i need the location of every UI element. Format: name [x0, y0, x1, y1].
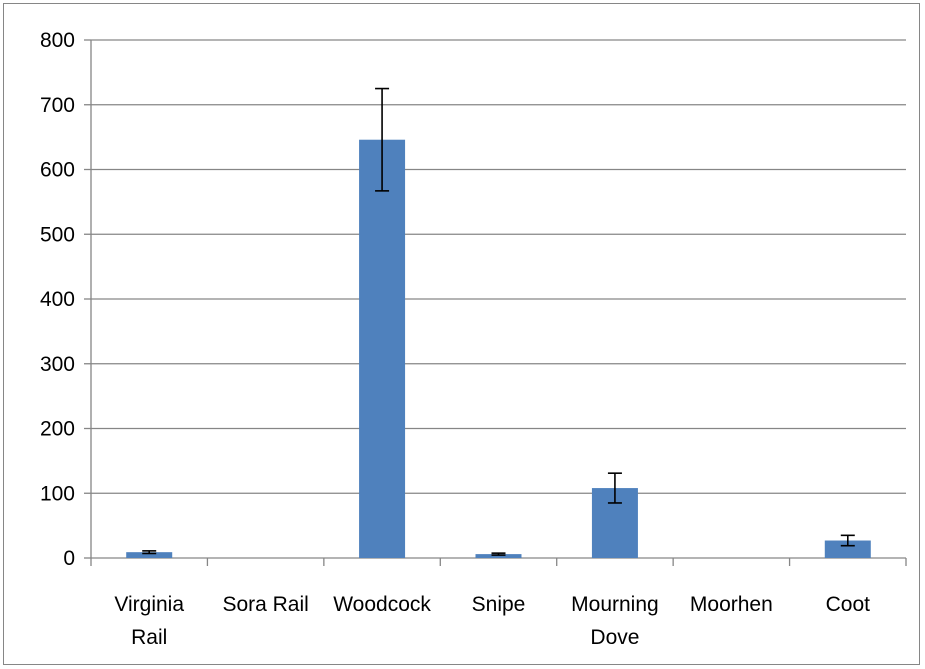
x-tick-labels: Virginia Rail Sora Rail Woodcock Snipe Mourni…: [114, 593, 870, 649]
x-category-label-5: Moorhen: [690, 593, 773, 616]
error-bar-0: [142, 550, 157, 555]
error-bar-2: [375, 87, 390, 192]
y-tick-label: 600: [40, 159, 75, 182]
bar-0: [126, 552, 173, 558]
error-bar-4: [607, 472, 622, 504]
bar-6: [824, 540, 871, 558]
bars: [126, 139, 871, 558]
category-label-line: Mourning: [571, 593, 659, 616]
y-tick-label: 300: [40, 353, 75, 376]
y-tick-label: 100: [40, 482, 75, 505]
bar-2: [359, 139, 406, 558]
x-category-label-3: Snipe: [472, 593, 526, 616]
y-tick-label: 0: [63, 547, 75, 570]
axes: [84, 39, 907, 566]
y-tick-labels: 0 100 200 300 400 500 600 700 800: [40, 29, 75, 570]
category-label-line: Coot: [826, 593, 871, 616]
category-label-line: Sora Rail: [222, 593, 308, 616]
category-label-line: Rail: [131, 626, 167, 649]
y-tick-label: 800: [40, 29, 75, 52]
category-label-line: Virginia: [114, 593, 184, 616]
y-tick-label: 500: [40, 223, 75, 246]
category-label-line: Woodcock: [333, 593, 431, 616]
error-bar-6: [840, 534, 855, 547]
category-label-line: Dove: [590, 626, 639, 649]
error-bar-3: [491, 552, 506, 556]
error-bars: [142, 87, 855, 556]
bar-3: [475, 554, 522, 558]
y-tick-label: 400: [40, 288, 75, 311]
x-category-label-4: Mourning Dove: [571, 593, 659, 649]
x-category-label-6: Coot: [826, 593, 871, 616]
category-label-line: Moorhen: [690, 593, 773, 616]
gridlines: [91, 39, 906, 494]
x-category-label-2: Woodcock: [333, 593, 431, 616]
y-tick-label: 200: [40, 418, 75, 441]
x-category-label-1: Sora Rail: [222, 593, 308, 616]
x-category-label-0: Virginia Rail: [114, 593, 184, 649]
y-tick-label: 700: [40, 94, 75, 117]
category-label-line: Snipe: [472, 593, 526, 616]
